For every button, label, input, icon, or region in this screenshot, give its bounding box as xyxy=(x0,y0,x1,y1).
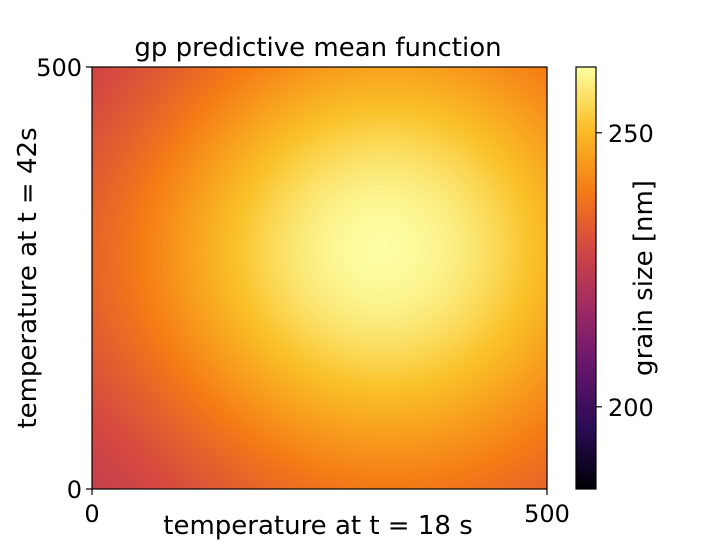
plot-frame xyxy=(91,66,548,490)
colorbar-ticks: 200 250 xyxy=(596,120,654,422)
x-tick-label: 0 xyxy=(84,500,99,528)
colorbar-tick-label: 200 xyxy=(608,394,654,422)
heatmap-canvas xyxy=(92,67,547,489)
colorbar: 200 250 grain size [nm] xyxy=(575,66,659,490)
colorbar-label: grain size [nm] xyxy=(629,180,659,376)
colorbar-tick-label: 250 xyxy=(608,120,654,148)
x-axis-label: temperature at t = 18 s xyxy=(163,511,473,541)
y-tick-label: 500 xyxy=(36,54,82,82)
y-tick-label: 0 xyxy=(67,476,82,504)
colorbar-frame xyxy=(575,66,597,490)
colorbar-gradient xyxy=(576,67,596,489)
chart-title: gp predictive mean function xyxy=(134,33,501,63)
y-axis-label: temperature at t = 42s xyxy=(13,127,43,428)
x-tick-label: 500 xyxy=(524,500,570,528)
x-axis-ticks: 0 500 xyxy=(84,489,570,528)
heatmap-plot xyxy=(91,66,548,490)
y-axis-ticks: 0 500 xyxy=(36,54,92,504)
